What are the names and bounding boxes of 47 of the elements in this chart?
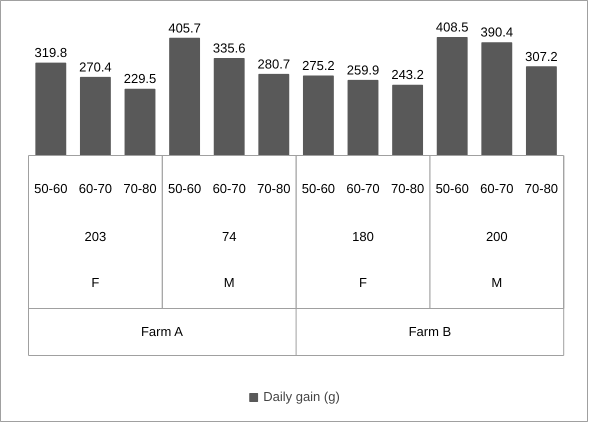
- text: F: [359, 275, 368, 290]
- legend-label: Daily gain (g): [263, 389, 340, 404]
- bar: [526, 66, 557, 156]
- bar: [481, 42, 512, 156]
- bar: [169, 38, 200, 156]
- data-label: 229.5: [124, 71, 156, 86]
- data-label: 259.9: [346, 62, 380, 78]
- x-tick-label: 50-60: [436, 181, 469, 196]
- bar: [348, 80, 378, 156]
- bar: [124, 88, 156, 156]
- data-label: 275.2: [302, 58, 335, 74]
- data-label: 319.8: [34, 45, 68, 60]
- bar: [436, 37, 468, 156]
- bar: [302, 76, 334, 156]
- x-tick-label: 60-70: [480, 181, 514, 196]
- bar: [258, 74, 290, 156]
- x-tick-label: 50-60: [168, 181, 202, 196]
- bar: [35, 62, 66, 156]
- text: 74: [222, 229, 236, 244]
- data-label: 335.6: [212, 40, 246, 56]
- data-label: 408.5: [436, 20, 468, 34]
- text: Farm A: [140, 324, 184, 339]
- x-tick-label: 70-80: [257, 181, 290, 196]
- bar: [214, 58, 245, 156]
- x-tick-label: 60-70: [78, 181, 112, 196]
- text: 203: [84, 229, 106, 244]
- x-tick-label: 50-60: [34, 181, 68, 196]
- bar: [80, 76, 111, 156]
- data-label: 280.7: [258, 56, 290, 72]
- text: M: [491, 275, 502, 290]
- text: 180: [352, 229, 374, 244]
- x-tick-label: 70-80: [524, 181, 558, 196]
- data-label: 405.7: [168, 20, 201, 36]
- x-tick-label: 50-60: [302, 181, 336, 196]
- text: F: [91, 275, 100, 290]
- x-tick-label: 70-80: [390, 181, 424, 196]
- text: Farm B: [408, 324, 452, 339]
- text: 200: [486, 229, 508, 244]
- data-label: 390.4: [480, 24, 514, 40]
- data-label: 243.2: [391, 67, 424, 82]
- data-label: 307.2: [525, 48, 558, 64]
- x-tick-label: 60-70: [212, 181, 246, 196]
- x-tick-label: 70-80: [123, 181, 157, 196]
- x-tick-label: 60-70: [346, 181, 380, 196]
- bar: [392, 84, 424, 156]
- text: M: [224, 275, 235, 290]
- data-label: 270.4: [79, 59, 112, 74]
